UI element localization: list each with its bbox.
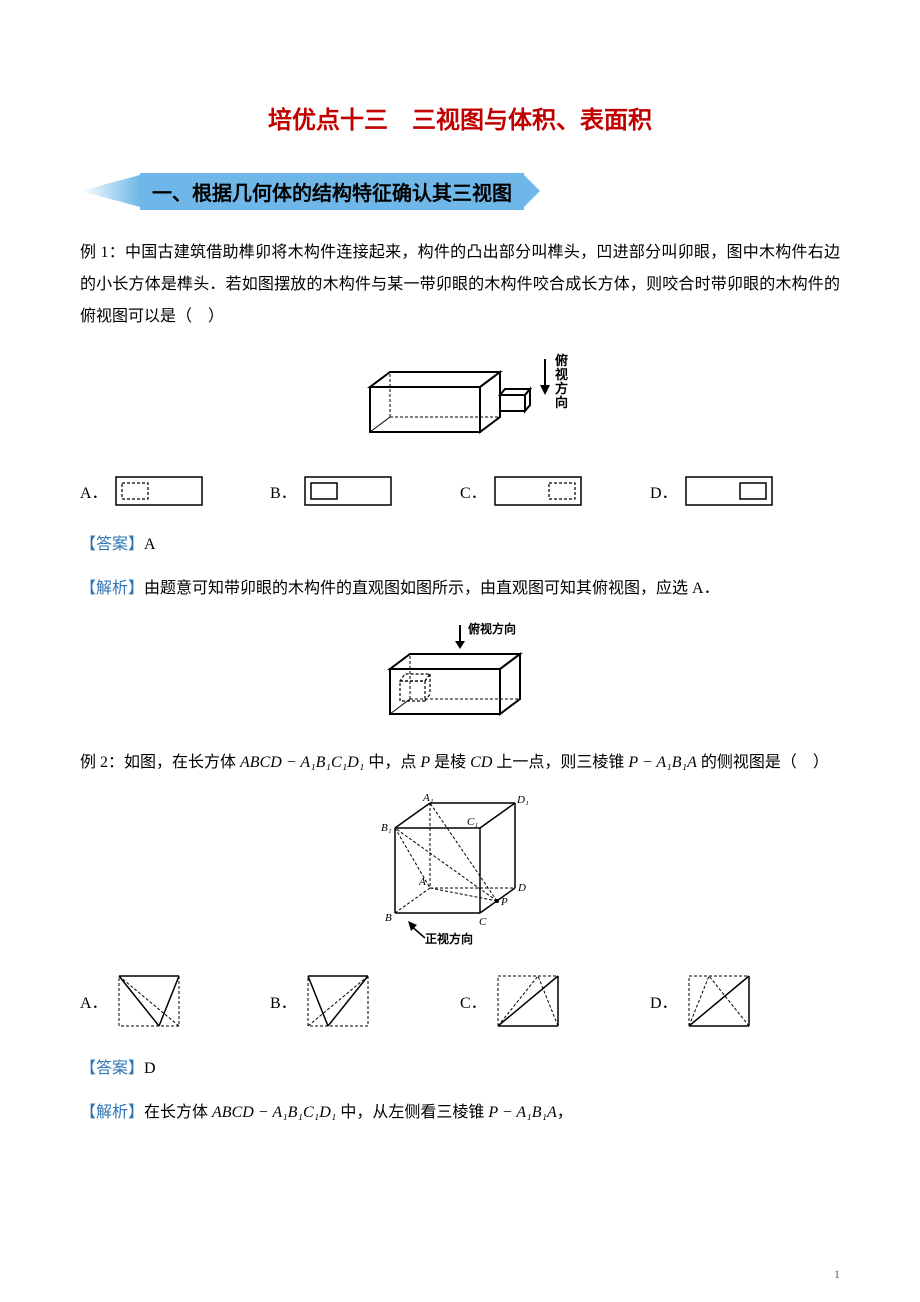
- example2-text: 例 2：如图，在长方体 ABCD − A₁B₁C₁D₁ 中，点 P 是棱 CD …: [80, 747, 840, 779]
- cuboid-pyramid-icon: A₁ D₁ B₁ C₁ A D B C P 正视方向: [375, 793, 545, 953]
- example2-label: 例 2：: [80, 754, 124, 771]
- ex2-option-a-label: A．: [80, 989, 108, 1013]
- svg-text:D: D: [517, 882, 526, 894]
- example2-figure: A₁ D₁ B₁ C₁ A D B C P 正视方向: [80, 793, 840, 953]
- svg-text:方: 方: [555, 381, 568, 396]
- example2-analysis: 【解析】在长方体 ABCD − A₁B₁C₁D₁ 中，从左侧看三棱锥 P − A…: [80, 1097, 840, 1129]
- option-c-label: C．: [460, 479, 487, 503]
- arrow-right-icon: [524, 175, 540, 207]
- ex2-answer-value: D: [144, 1060, 156, 1077]
- svg-text:A₁: A₁: [422, 793, 434, 804]
- svg-text:向: 向: [555, 395, 568, 410]
- svg-text:B₁: B₁: [381, 822, 392, 834]
- ex2-option-b: B．: [270, 971, 460, 1031]
- option-c: C．: [460, 475, 650, 507]
- ex2-cuboid2: ABCD − A₁B₁C₁D₁: [212, 1104, 336, 1121]
- example2-options: A． B． C． D．: [80, 971, 840, 1031]
- ex2-analysis-end: ，: [557, 1104, 573, 1121]
- ex2-option-a-icon: [114, 971, 184, 1031]
- ex2-option-d-label: D．: [650, 989, 678, 1013]
- example1-analysis: 【解析】由题意可知带卯眼的木构件的直观图如图所示，由直观图可知其俯视图，应选 A…: [80, 573, 840, 605]
- svg-text:D₁: D₁: [516, 794, 529, 806]
- page-title: 培优点十三 三视图与体积、表面积: [80, 100, 840, 135]
- option-a-icon: [114, 475, 204, 507]
- option-d-label: D．: [650, 479, 678, 503]
- ex2-option-c-label: C．: [460, 989, 487, 1013]
- ex2-mid1: 中，点: [364, 754, 420, 771]
- svg-text:俯视方向: 俯视方向: [468, 621, 516, 636]
- section-header: 一、根据几何体的结构特征确认其三视图: [80, 175, 840, 207]
- svg-text:P: P: [500, 896, 508, 908]
- example2-answer: 【答案】D: [80, 1053, 840, 1085]
- ex2-analysis-tag: 【解析】: [80, 1104, 144, 1121]
- ex2-option-a: A．: [80, 971, 270, 1031]
- svg-text:视: 视: [555, 367, 568, 382]
- example1-options: A． B． C． D．: [80, 475, 840, 507]
- option-d: D．: [650, 475, 840, 507]
- option-c-icon: [493, 475, 583, 507]
- page-number: 1: [834, 1267, 840, 1282]
- option-b: B．: [270, 475, 460, 507]
- ex2-answer-tag: 【答案】: [80, 1060, 144, 1077]
- ex2-analysis-mid: 中，从左侧看三棱锥: [336, 1104, 488, 1121]
- ex2-option-c: C．: [460, 971, 650, 1031]
- ex2-mid3: 上一点，则三棱锥: [492, 754, 628, 771]
- example1-answer: 【答案】A: [80, 529, 840, 561]
- ex2-option-d-icon: [684, 971, 754, 1031]
- section-header-text: 一、根据几何体的结构特征确认其三视图: [140, 173, 524, 210]
- tenon-component-icon: 俯 视 方 向: [350, 347, 570, 457]
- edge-cd: CD: [470, 754, 492, 771]
- ex2-pre: 如图，在长方体: [124, 754, 240, 771]
- ex2-option-d: D．: [650, 971, 840, 1031]
- option-b-icon: [303, 475, 393, 507]
- answer-tag: 【答案】: [80, 536, 144, 553]
- ex2-analysis-pre: 在长方体: [144, 1104, 212, 1121]
- example1-label: 例 1：: [80, 244, 125, 261]
- option-b-label: B．: [270, 479, 297, 503]
- ex2-pyramid2: P − A₁B₁A: [488, 1104, 556, 1121]
- arrow-banner: 一、根据几何体的结构特征确认其三视图: [80, 175, 540, 207]
- option-d-icon: [684, 475, 774, 507]
- analysis-tag: 【解析】: [80, 580, 144, 597]
- svg-text:C₁: C₁: [467, 816, 478, 828]
- example1-text: 例 1：中国古建筑借助榫卯将木构件连接起来，构件的凸出部分叫榫头，凹进部分叫卯眼…: [80, 237, 840, 333]
- top-view-label: 俯: [555, 353, 568, 368]
- ex2-end: 的侧视图是（ ）: [697, 754, 829, 771]
- answer-value: A: [144, 536, 156, 553]
- example1-figure: 俯 视 方 向: [80, 347, 840, 457]
- example1-body: 中国古建筑借助榫卯将木构件连接起来，构件的凸出部分叫榫头，凹进部分叫卯眼，图中木…: [80, 244, 840, 325]
- ex2-option-b-label: B．: [270, 989, 297, 1013]
- ex2-option-c-icon: [493, 971, 563, 1031]
- option-a: A．: [80, 475, 270, 507]
- svg-text:A: A: [418, 876, 426, 888]
- svg-text:B: B: [385, 912, 392, 924]
- mortise-component-icon: 俯视方向: [370, 619, 550, 729]
- pyramid-notation: P − A₁B₁A: [628, 754, 696, 771]
- analysis-text: 由题意可知带卯眼的木构件的直观图如图所示，由直观图可知其俯视图，应选 A．: [144, 580, 720, 597]
- cuboid-notation: ABCD − A₁B₁C₁D₁: [240, 754, 364, 771]
- example1-analysis-figure: 俯视方向: [80, 619, 840, 729]
- svg-text:正视方向: 正视方向: [425, 931, 473, 946]
- point-p: P: [420, 754, 430, 771]
- arrow-gradient-icon: [80, 175, 140, 207]
- ex2-mid2: 是棱: [430, 754, 470, 771]
- ex2-option-b-icon: [303, 971, 373, 1031]
- option-a-label: A．: [80, 479, 108, 503]
- svg-text:C: C: [479, 916, 487, 928]
